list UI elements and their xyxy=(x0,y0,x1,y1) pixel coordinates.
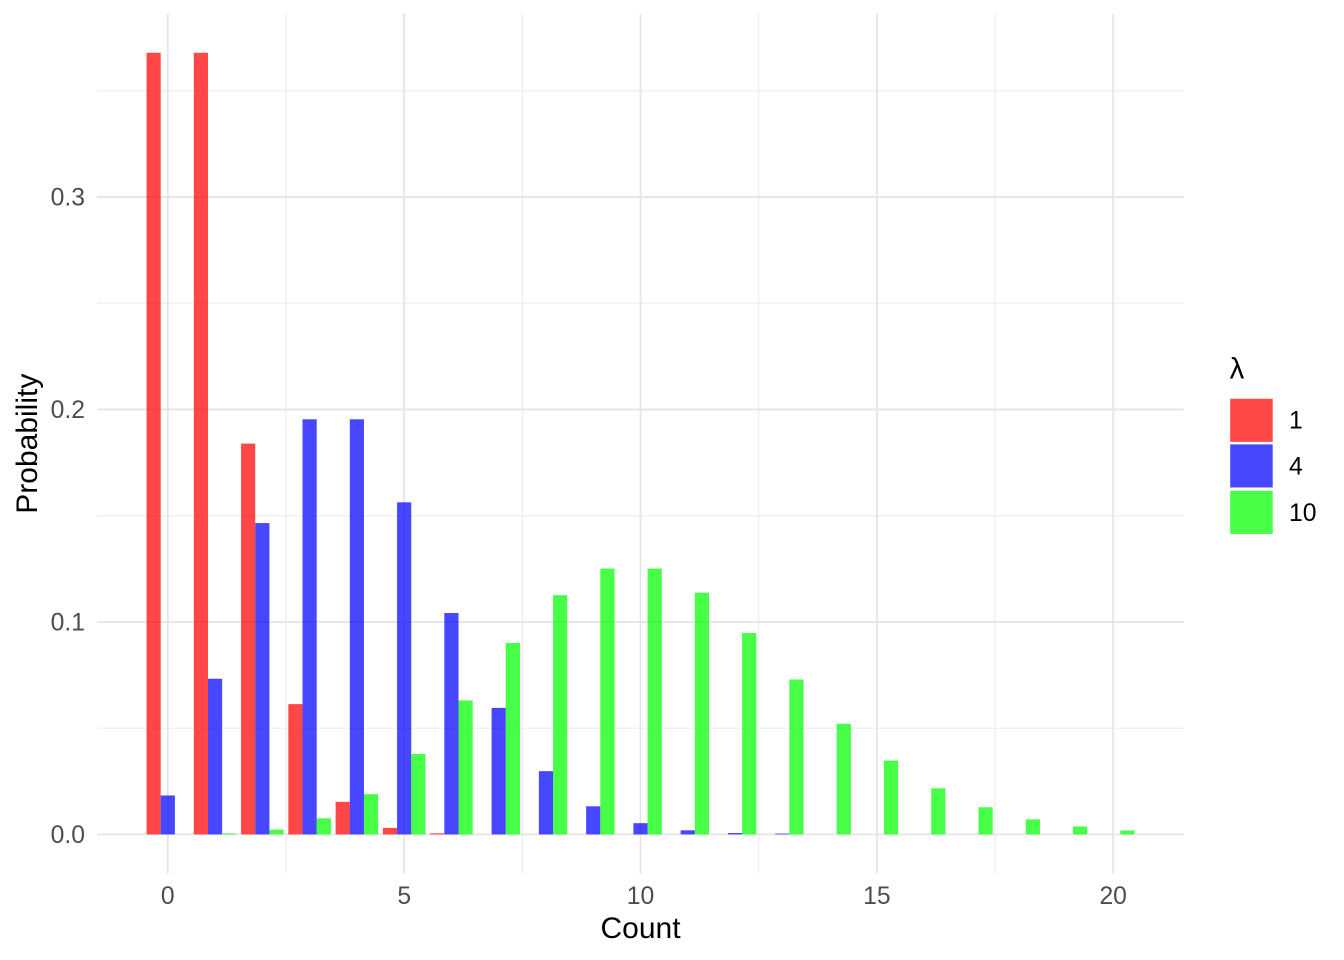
svg-text:15: 15 xyxy=(863,883,890,910)
svg-text:5: 5 xyxy=(397,883,411,910)
svg-text:20: 20 xyxy=(1099,883,1126,910)
svg-text:0.2: 0.2 xyxy=(51,397,85,424)
svg-text:0.0: 0.0 xyxy=(51,822,85,849)
svg-text:Count: Count xyxy=(600,912,681,945)
svg-text:0: 0 xyxy=(161,883,175,910)
svg-text:4: 4 xyxy=(1289,453,1303,480)
svg-text:10: 10 xyxy=(627,883,654,910)
svg-text:0.3: 0.3 xyxy=(51,184,85,211)
svg-text:0.1: 0.1 xyxy=(51,609,85,636)
svg-text:10: 10 xyxy=(1289,500,1316,527)
svg-text:λ: λ xyxy=(1230,352,1245,385)
svg-text:Probability: Probability xyxy=(11,374,44,514)
svg-text:1: 1 xyxy=(1289,408,1303,435)
